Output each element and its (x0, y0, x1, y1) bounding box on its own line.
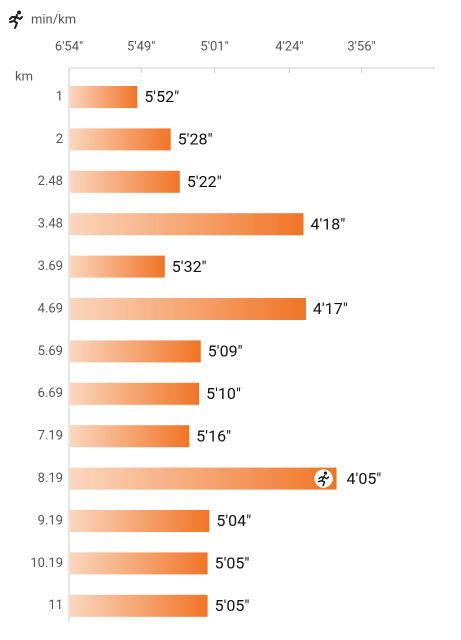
bar (70, 552, 208, 575)
header-runner-icon (9, 10, 23, 29)
category-label: 2.48 (38, 174, 63, 189)
value-label: 5'09" (208, 342, 243, 361)
bar (70, 382, 200, 405)
bar (70, 340, 201, 363)
value-label: 5'32" (172, 257, 207, 276)
value-label: 5'05" (215, 596, 250, 615)
x-axis-unit: min/km (31, 12, 76, 27)
category-label: 11 (48, 598, 63, 613)
value-label: 4'18" (311, 214, 346, 233)
fastest-icon (312, 467, 335, 490)
value-label: 4'05" (347, 469, 382, 488)
category-label: 1 (56, 89, 63, 104)
category-label: 3.69 (38, 259, 63, 274)
category-label: 8.19 (38, 471, 63, 486)
category-label: 5.69 (38, 344, 63, 359)
x-tick-label: 4'24" (275, 39, 303, 54)
value-label: 5'52" (144, 87, 179, 106)
x-tick-label: 5'01" (200, 39, 228, 54)
category-label: 3.48 (38, 217, 63, 232)
category-label: 6.69 (38, 386, 63, 401)
value-label: 4'17" (313, 299, 348, 318)
category-label: 4.69 (38, 301, 63, 316)
category-label: 2 (56, 132, 63, 147)
bar (70, 170, 180, 193)
icon-head (323, 471, 328, 475)
icon-body (317, 474, 330, 487)
value-label: 5'05" (215, 554, 250, 573)
value-label: 5'28" (178, 130, 213, 149)
category-label: 9.19 (38, 513, 63, 528)
bar (70, 298, 306, 320)
y-axis-unit: km (15, 69, 33, 84)
bar (70, 213, 304, 236)
value-label: 5'16" (196, 426, 231, 445)
bar (70, 510, 210, 532)
x-tick-label: 5'49" (127, 39, 155, 54)
value-label: 5'22" (187, 172, 222, 191)
x-tick-label: 6'54" (55, 39, 83, 54)
value-label: 5'04" (216, 511, 251, 530)
category-label: 10.19 (30, 556, 63, 571)
bar (70, 594, 208, 617)
bar (70, 128, 171, 151)
bar (70, 86, 138, 108)
category-label: 7.19 (38, 429, 63, 444)
bar (70, 467, 337, 490)
value-label: 5'10" (206, 384, 241, 403)
bar (70, 255, 165, 278)
bar (70, 425, 190, 448)
x-tick-label: 3'56" (347, 39, 375, 54)
